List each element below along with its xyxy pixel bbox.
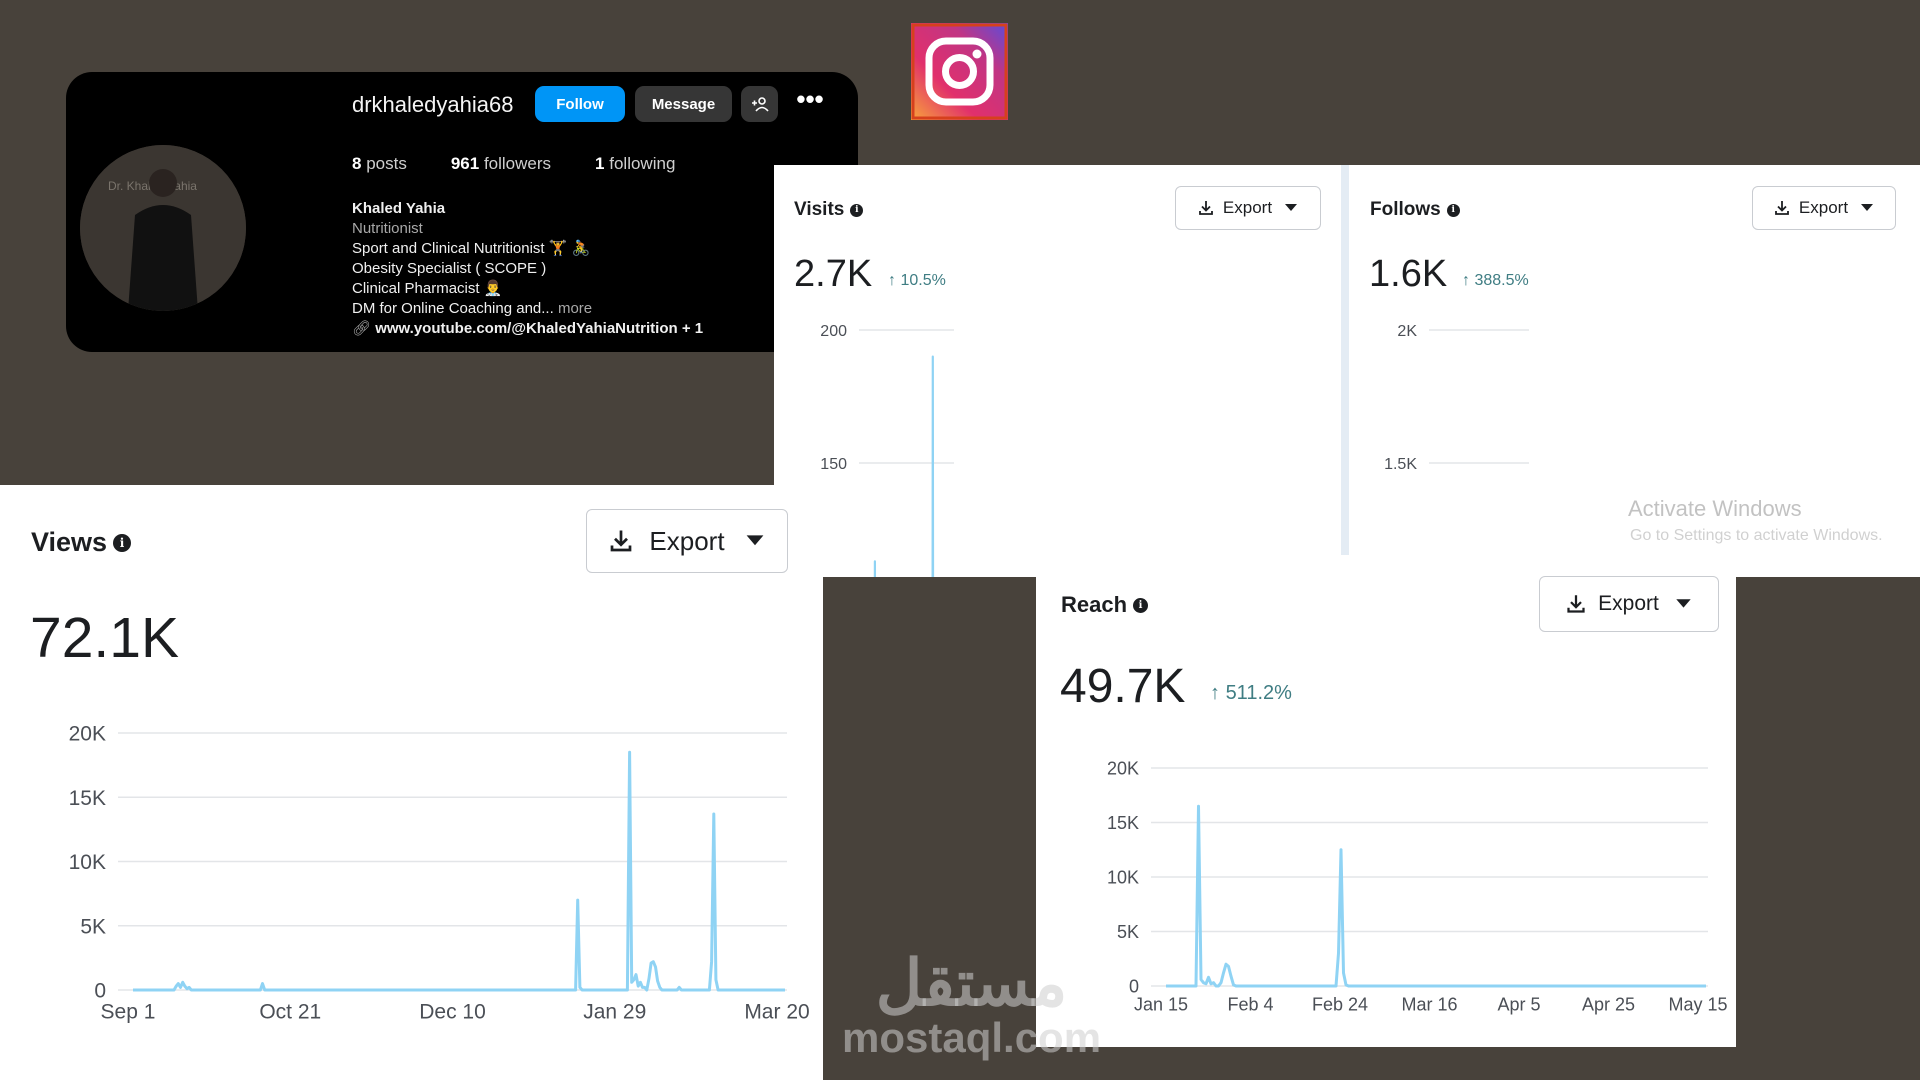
visits-title: Visits i	[794, 199, 864, 221]
bio-link-row[interactable]: 🔗︎ www.youtube.com/@KhaledYahiaNutrition…	[352, 319, 703, 339]
views-title: Views i	[31, 527, 132, 558]
panel-divider	[1341, 165, 1349, 555]
download-icon	[1775, 201, 1789, 215]
views-panel: Views i Export 72.1K 0 5K 10K 15K 20K Sep 1 Oct…	[0, 485, 823, 1080]
y-tick-label: 20K	[69, 723, 106, 746]
caret-down-icon	[1285, 204, 1298, 211]
posts-stat[interactable]: 8 posts	[352, 154, 407, 173]
activate-windows-title: Activate Windows	[1628, 496, 1802, 521]
y-tick-label: 1.5K	[1384, 456, 1417, 473]
views-export-button[interactable]: Export	[586, 509, 788, 573]
series-line	[873, 355, 935, 577]
bio-line: DM for Online Coaching and...	[352, 300, 554, 317]
caret-down-icon	[1861, 204, 1874, 211]
instagram-logo	[911, 23, 1008, 120]
y-tick-label: 10K	[1107, 867, 1139, 887]
x-tick-label: Jan 29	[583, 1000, 646, 1023]
x-tick-label: Feb 4	[1227, 994, 1273, 1014]
reach-panel: Reach i Export 49.7K ↑ 511.2% 0 5K 10K 15K 20…	[1036, 555, 1736, 1047]
y-tick-label: 150	[820, 456, 847, 473]
visits-total: 2.7K	[794, 253, 873, 295]
suggest-user-button[interactable]	[741, 86, 778, 122]
bio-name: Khaled Yahia	[352, 200, 446, 217]
username: drkhaledyahia68	[352, 92, 514, 117]
views-total: 72.1K	[30, 606, 179, 670]
reach-total: 49.7K	[1060, 660, 1186, 713]
activate-windows-subtitle: Go to Settings to activate Windows.	[1630, 527, 1883, 544]
y-tick-label: 10K	[69, 851, 106, 874]
avatar[interactable]: Dr. Khaled Yahia	[80, 145, 246, 311]
reach-delta: ↑ 511.2%	[1210, 682, 1292, 704]
y-tick-label: 5K	[1117, 922, 1139, 942]
bio-line: Clinical Pharmacist 👨‍⚕️	[352, 280, 503, 297]
y-tick-label: 15K	[1107, 813, 1139, 833]
visits-export-button[interactable]: Export	[1175, 186, 1321, 230]
info-icon[interactable]: i	[850, 203, 864, 217]
download-icon	[1567, 595, 1585, 613]
y-tick-label: 2K	[1397, 325, 1417, 340]
x-tick-label: Mar 16	[1401, 994, 1457, 1014]
follows-export-button[interactable]: Export	[1752, 186, 1896, 230]
follows-delta: ↑ 388.5%	[1462, 272, 1529, 289]
download-icon	[1199, 201, 1213, 215]
x-tick-label: Feb 24	[1312, 994, 1368, 1014]
reach-chart: 0 5K 10K 15K 20K Jan 15 Feb 4 Feb 24 Mar 16 Apr 5…	[1107, 758, 1728, 1014]
profile-stats: 8 posts 961 followers 1 following	[352, 154, 719, 174]
x-tick-label: May 15	[1668, 994, 1727, 1014]
series-line	[1166, 804, 1706, 988]
y-tick-label: 15K	[69, 787, 106, 810]
follows-total: 1.6K	[1369, 253, 1448, 295]
info-icon[interactable]: i	[1133, 597, 1149, 613]
following-stat[interactable]: 1 following	[595, 154, 676, 173]
x-tick-label: Mar 20	[744, 1000, 809, 1023]
y-tick-label: 5K	[80, 915, 106, 938]
bio-line: Obesity Specialist ( SCOPE )	[352, 260, 547, 277]
follow-button[interactable]: Follow	[535, 86, 625, 122]
message-button[interactable]: Message	[635, 86, 732, 122]
x-tick-label: Sep 1	[101, 1000, 156, 1023]
add-user-icon	[751, 97, 769, 112]
x-tick-label: Apr 5	[1497, 994, 1540, 1014]
profile-header: Dr. Khaled Yahia drkhaledyahia68 Follow …	[66, 72, 858, 352]
more-options-button[interactable]: •••	[796, 84, 824, 114]
y-tick-label: 0	[1129, 976, 1139, 996]
link-icon: 🔗︎	[352, 320, 372, 337]
views-chart: 0 5K 10K 15K 20K Sep 1 Oct 21 Dec 10 Jan 29 Mar 2…	[69, 723, 810, 1024]
instagram-icon	[911, 23, 1008, 120]
watermark: مستقل mostaql.com	[842, 950, 1101, 1060]
info-icon[interactable]: i	[113, 533, 132, 552]
y-tick-label: 20K	[1107, 758, 1139, 778]
bio: Khaled Yahia Nutritionist Sport and Clin…	[352, 199, 703, 339]
bio-more-link[interactable]: more	[557, 300, 593, 317]
bio-category: Nutritionist	[352, 220, 423, 237]
x-tick-label: Jan 15	[1134, 994, 1188, 1014]
caret-down-icon	[746, 535, 763, 546]
watermark-arabic: مستقل	[875, 947, 1068, 1019]
caret-down-icon	[1676, 599, 1691, 608]
series-line	[133, 750, 785, 992]
x-tick-label: Dec 10	[419, 1000, 486, 1023]
reach-title: Reach i	[1061, 592, 1149, 618]
visits-delta: ↑ 10.5%	[888, 272, 946, 289]
y-tick-label: 200	[820, 325, 847, 340]
bio-link[interactable]: www.youtube.com/@KhaledYahiaNutrition + …	[375, 320, 704, 337]
bio-line: Sport and Clinical Nutritionist 🏋 🚴	[352, 240, 591, 257]
follows-title: Follows i	[1370, 199, 1460, 221]
followers-stat[interactable]: 961 followers	[450, 154, 552, 173]
y-tick-label: 0	[94, 980, 106, 1003]
watermark-latin: mostaql.com	[842, 1014, 1102, 1061]
x-tick-label: Apr 25	[1582, 994, 1635, 1014]
x-tick-label: Oct 21	[259, 1000, 321, 1023]
download-icon	[611, 530, 632, 552]
reach-export-button[interactable]: Export	[1539, 576, 1719, 632]
info-icon[interactable]: i	[1446, 203, 1460, 217]
